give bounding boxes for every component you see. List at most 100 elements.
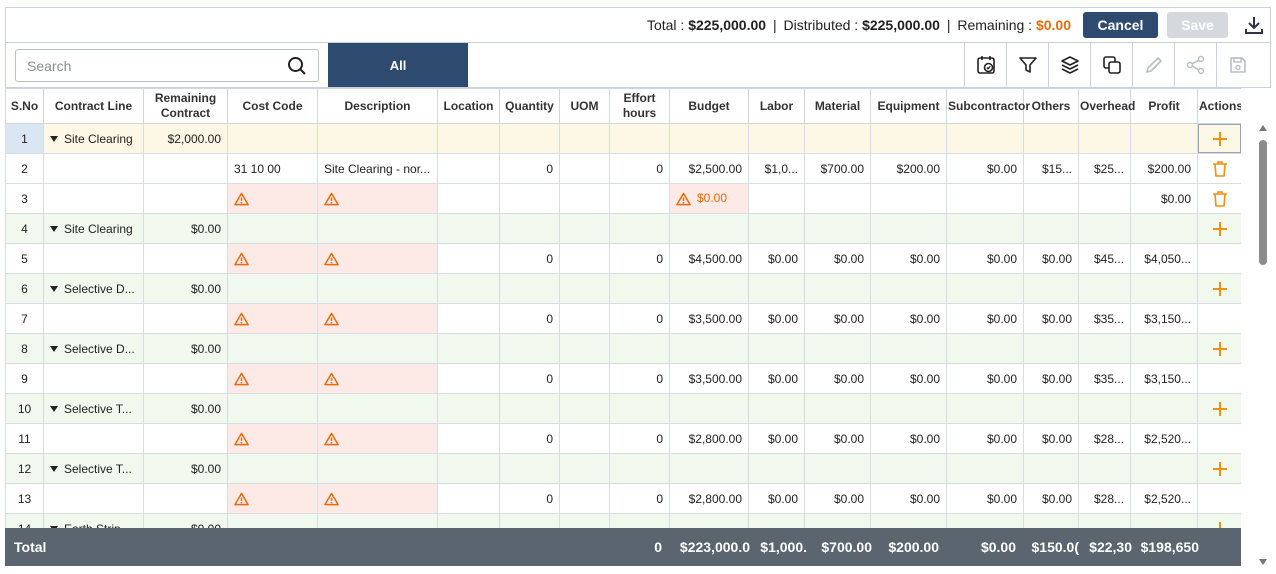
cell-labor[interactable]: $0.00	[748, 243, 805, 274]
cell-overhead[interactable]: $35...	[1078, 363, 1131, 394]
add-cost-code-icon[interactable]	[1211, 130, 1229, 148]
expand-caret-icon[interactable]	[50, 225, 58, 232]
cell-location[interactable]	[437, 363, 500, 394]
cell-uom[interactable]	[559, 183, 610, 214]
cell-material[interactable]: $0.00	[804, 363, 871, 394]
cancel-button[interactable]: Cancel	[1083, 12, 1158, 38]
column-header[interactable]: Material	[804, 88, 871, 124]
cell-others[interactable]: $0.00	[1023, 303, 1079, 334]
cell-others[interactable]: $0.00	[1023, 363, 1079, 394]
cell-overhead[interactable]: $28...	[1078, 483, 1131, 514]
cell-effort[interactable]: 0	[609, 483, 670, 514]
cell-description[interactable]	[317, 483, 438, 514]
cell-material[interactable]: $700.00	[804, 153, 871, 184]
expand-caret-icon[interactable]	[50, 285, 58, 292]
cost-code-row[interactable]: 7 0 0 $3,500.00 $0.00 $0.00 $0.00 $0.00 $0.00 $35…	[5, 303, 1241, 334]
vertical-scrollbar[interactable]	[1256, 122, 1270, 568]
cell-actions[interactable]	[1197, 333, 1241, 364]
cell-location[interactable]	[437, 303, 500, 334]
cell-overhead[interactable]	[1078, 183, 1131, 214]
cell-actions[interactable]	[1197, 273, 1241, 304]
cell-remaining[interactable]	[143, 483, 228, 514]
cell-budget[interactable]: $3,500.00	[669, 363, 749, 394]
layers-icon[interactable]	[1048, 43, 1090, 87]
cell-actions[interactable]	[1197, 303, 1241, 334]
contract-line-row[interactable]: 10 Selective T... $0.00	[5, 393, 1241, 424]
cell-remaining[interactable]	[143, 153, 228, 184]
cell-cost-code[interactable]: 31 10 00	[227, 153, 318, 184]
cell-equipment[interactable]: $0.00	[870, 423, 947, 454]
cell-quantity[interactable]: 0	[499, 363, 560, 394]
scroll-up-arrow-icon[interactable]	[1259, 125, 1267, 131]
cell-budget[interactable]: $2,800.00	[669, 423, 749, 454]
search-input[interactable]	[27, 57, 277, 74]
cell-subcontractor[interactable]: $0.00	[946, 303, 1024, 334]
cell-description[interactable]	[317, 363, 438, 394]
expand-caret-icon[interactable]	[50, 405, 58, 412]
cell-actions[interactable]	[1197, 513, 1241, 528]
cell-overhead[interactable]: $28...	[1078, 423, 1131, 454]
contract-line-row[interactable]: 6 Selective D... $0.00	[5, 273, 1241, 304]
cell-subcontractor[interactable]: $0.00	[946, 423, 1024, 454]
cell-labor[interactable]	[748, 183, 805, 214]
cell-contract-line[interactable]	[43, 423, 144, 454]
cost-code-row[interactable]: 13 0 0 $2,800.00 $0.00 $0.00 $0.00 $0.00 $0.00 $2…	[5, 483, 1241, 514]
cell-sno[interactable]: 5	[5, 243, 44, 274]
cell-sno[interactable]: 7	[5, 303, 44, 334]
column-header[interactable]: Contract Line	[43, 88, 144, 124]
save-button[interactable]: Save	[1167, 12, 1228, 38]
cell-others[interactable]: $0.00	[1023, 243, 1079, 274]
cell-quantity[interactable]: 0	[499, 303, 560, 334]
column-header[interactable]: UOM	[559, 88, 610, 124]
cell-location[interactable]	[437, 183, 500, 214]
share-icon[interactable]	[1174, 43, 1216, 87]
tab-all[interactable]: All	[328, 43, 468, 87]
cell-effort[interactable]: 0	[609, 303, 670, 334]
add-cost-code-icon[interactable]	[1211, 460, 1229, 478]
expand-caret-icon[interactable]	[50, 345, 58, 352]
cell-contract-line[interactable]	[43, 303, 144, 334]
expand-caret-icon[interactable]	[50, 525, 58, 528]
column-header[interactable]: Actions	[1197, 88, 1241, 124]
cell-material[interactable]: $0.00	[804, 303, 871, 334]
cost-code-row[interactable]: 9 0 0 $3,500.00 $0.00 $0.00 $0.00 $0.00 $0.00 $35…	[5, 363, 1241, 394]
cell-sno[interactable]: 11	[5, 423, 44, 454]
cell-others[interactable]: $0.00	[1023, 423, 1079, 454]
delete-row-icon[interactable]	[1211, 160, 1229, 178]
cell-location[interactable]	[437, 243, 500, 274]
cell-actions[interactable]	[1197, 183, 1241, 214]
cell-contract-line[interactable]	[43, 483, 144, 514]
add-cost-code-icon[interactable]	[1211, 520, 1229, 528]
cell-actions[interactable]	[1197, 213, 1241, 244]
column-header[interactable]: Labor	[748, 88, 805, 124]
cell-overhead[interactable]: $25...	[1078, 153, 1131, 184]
cell-material[interactable]: $0.00	[804, 243, 871, 274]
cell-labor[interactable]: $0.00	[748, 303, 805, 334]
contract-line-row[interactable]: 14Earth Strip...$0.00	[5, 513, 1241, 528]
cell-profit[interactable]: $3,150...	[1130, 363, 1198, 394]
column-header[interactable]: Subcontractor	[946, 88, 1030, 124]
cell-profit[interactable]: $200.00	[1130, 153, 1198, 184]
cell-cost-code[interactable]	[227, 363, 318, 394]
contract-line-row[interactable]: 4 Site Clearing $0.00	[5, 213, 1241, 244]
cell-contract-line[interactable]	[43, 363, 144, 394]
cell-cost-code[interactable]	[227, 423, 318, 454]
cell-material[interactable]: $0.00	[804, 483, 871, 514]
scroll-down-arrow-icon[interactable]	[1259, 559, 1267, 565]
cell-subcontractor[interactable]	[946, 183, 1024, 214]
cost-code-row[interactable]: 3 $0.00 $0.00	[5, 183, 1241, 214]
column-header[interactable]: Profit	[1130, 88, 1198, 124]
download-icon[interactable]	[1242, 13, 1266, 37]
cell-actions[interactable]	[1197, 483, 1241, 514]
cell-profit[interactable]: $2,520...	[1130, 483, 1198, 514]
cell-actions[interactable]	[1197, 453, 1241, 484]
cell-labor[interactable]: $0.00	[748, 423, 805, 454]
cell-contract-line[interactable]	[43, 183, 144, 214]
cell-effort[interactable]	[609, 183, 670, 214]
cell-overhead[interactable]: $45...	[1078, 243, 1131, 274]
cell-remaining[interactable]	[143, 243, 228, 274]
cell-equipment[interactable]: $200.00	[870, 153, 947, 184]
cell-subcontractor[interactable]: $0.00	[946, 243, 1024, 274]
cell-actions[interactable]	[1197, 153, 1241, 184]
column-header[interactable]: Effort hours	[609, 88, 670, 124]
